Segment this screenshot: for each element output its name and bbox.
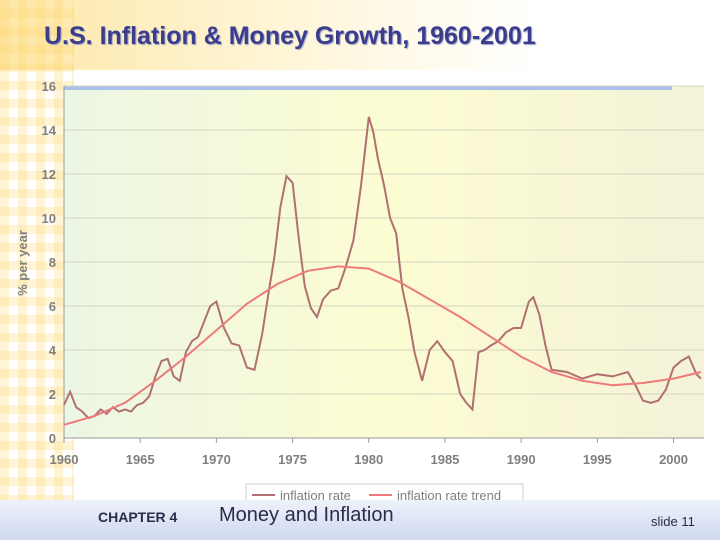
x-tick-label: 2000 [659,452,688,467]
x-tick-label: 1960 [50,452,79,467]
y-tick-label: 6 [49,299,56,314]
legend-entry-inflation-rate-trend: inflation rate trend [397,488,501,503]
x-tick-label: 1965 [126,452,155,467]
decorative-checker-strip [0,0,74,540]
y-tick-label: 12 [42,167,56,182]
x-tick-label: 1995 [583,452,612,467]
slide-title: U.S. Inflation & Money Growth, 1960-2001 [44,22,536,50]
title-band [0,0,720,70]
series-line-inflation-rate-trend [63,265,702,426]
x-tick-label: 1975 [278,452,307,467]
axes [63,86,704,443]
y-tick-label: 4 [49,343,57,358]
y-tick-label: 10 [42,211,56,226]
slide-number: slide 11 [651,514,695,529]
y-tick-label: 2 [49,387,56,402]
legend-entry-inflation-rate: inflation rate [280,488,351,503]
y-tick-labels: 0 2 4 6 8 10 12 14 16 [42,79,57,446]
x-tick-label: 1980 [354,452,383,467]
y-axis-label: % per year [15,230,30,296]
top-frame-bar [64,86,672,90]
x-tick-labels: 1960 1965 1970 1975 1980 1985 1990 1995 2000 [50,452,688,467]
y-tick-label: 16 [42,79,56,94]
x-tick-label: 1970 [202,452,231,467]
footer-chapter: CHAPTER 4 [98,509,178,525]
y-tick-label: 14 [42,123,57,138]
footer-band [0,500,720,540]
x-tick-label: 1990 [507,452,536,467]
series-line-inflation-rate [63,116,702,420]
footer-topic: Money and Inflation [219,504,394,526]
y-tick-label: 8 [49,255,56,270]
x-tick-label: 1985 [430,452,459,467]
y-tick-label: 0 [49,431,56,446]
